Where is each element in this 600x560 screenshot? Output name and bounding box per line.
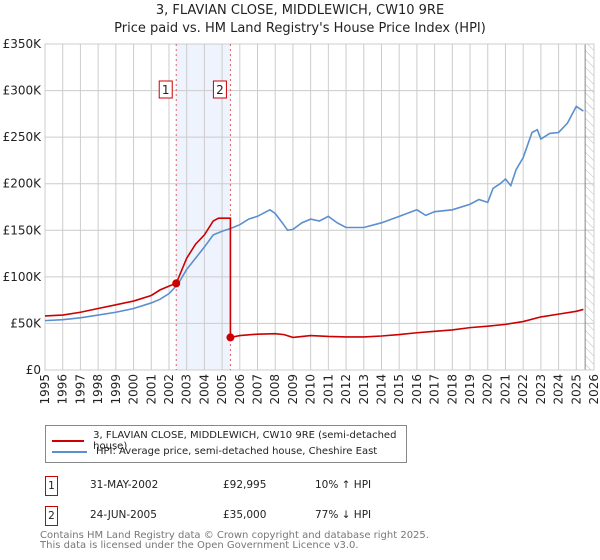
x-tick-label: 2018 [445,374,459,405]
hpi-line [44,105,584,322]
x-tick-label: 2006 [233,374,247,405]
x-tick-label: 2025 [569,374,583,405]
sale-point [172,279,181,288]
chart-title: 3, FLAVIAN CLOSE, MIDDLEWICH, CW10 9RE [155,3,445,18]
plot-frame [44,43,595,371]
x-tick-label: 2003 [180,374,194,405]
x-tick-label: 2005 [215,374,229,405]
footer-line: Contains HM Land Registry data © Crown c… [40,530,429,541]
x-tick-label: 2007 [251,374,265,405]
legend-blue-line [52,450,87,453]
y-tick-label: £150K [3,223,43,237]
x-tick-label: 1996 [56,374,70,405]
x-tick-label: 2024 [552,374,566,405]
sale-marker-box [212,80,227,99]
sale-marker-label: 2 [216,83,224,97]
x-tick-label: 1997 [73,374,87,405]
sale-marker-label: 1 [162,83,170,97]
x-tick-label: 2000 [127,374,141,405]
transaction-row: 2 24-JUN-2005 £35,000 77% ↓ HPI [45,506,545,526]
x-tick-label: 2020 [481,374,495,405]
y-tick-label: £300K [3,84,43,98]
x-tick-label: 2011 [321,374,335,405]
footer-line: This data is licensed under the Open Gov… [40,540,359,551]
x-tick-label: 2014 [374,374,388,405]
x-tick-label: 2016 [410,374,424,405]
transaction-row: 1 31-MAY-2002 £92,995 10% ↑ HPI [45,476,545,496]
x-tick-label: 2004 [197,374,211,405]
x-tick-label: 2022 [516,374,530,405]
transaction-date: 24-JUN-2005 [90,509,157,521]
legend: 3, FLAVIAN CLOSE, MIDDLEWICH, CW10 9RE (… [45,425,407,463]
x-tick-label: 1998 [91,374,105,405]
transaction-price: £35,000 [223,509,267,521]
x-tick-label: 1995 [38,374,52,405]
y-tick-label: £200K [3,177,43,191]
plot-area: 1995 1996 1997 1998 1999 2000 2001 2002 2003 2004… [3,37,600,405]
x-tick-label: 1999 [109,374,123,405]
chart-subtitle: Price paid vs. HM Land Registry's House … [114,21,486,36]
y-tick-label: £350K [3,37,43,51]
x-tick-label: 2008 [268,374,282,405]
x-tick-label: 2019 [463,374,477,405]
x-tick-label: 2002 [162,374,176,405]
legend-red-label: 3, FLAVIAN CLOSE, MIDDLEWICH, CW10 9RE (… [93,430,397,452]
x-tick-label: 2026 [587,374,600,405]
x-tick-label: 2009 [286,374,300,405]
y-tick-label: £50K [10,316,42,330]
transaction-price: £92,995 [223,479,267,491]
transaction-delta: 10% ↑ HPI [315,479,372,491]
x-tick-label: 2010 [304,374,318,405]
legend-blue-label: HPI: Average price, semi-detached house,… [96,446,378,457]
sale-marker-box [158,80,173,99]
transaction-delta: 77% ↓ HPI [315,509,372,521]
transaction-date: 31-MAY-2002 [90,479,159,491]
transaction-marker: 2 [45,506,58,526]
x-tick-label: 2017 [428,374,442,405]
x-tick-label: 2023 [534,374,548,405]
price-paid-line [44,217,584,339]
y-tick-label: £0 [26,363,41,377]
x-tick-label: 2001 [144,374,158,405]
sale-point [226,333,235,342]
legend-red-line [52,440,85,442]
y-tick-label: £100K [3,270,43,284]
footer: Contains HM Land Registry data © Crown c… [40,531,429,551]
x-tick-label: 2013 [357,374,371,405]
y-tick-label: £250K [3,130,43,144]
transaction-marker: 1 [45,476,58,496]
x-tick-label: 2021 [498,374,512,405]
x-tick-label: 2012 [339,374,353,405]
x-tick-label: 2015 [392,374,406,405]
forecast-hatch [585,44,594,370]
